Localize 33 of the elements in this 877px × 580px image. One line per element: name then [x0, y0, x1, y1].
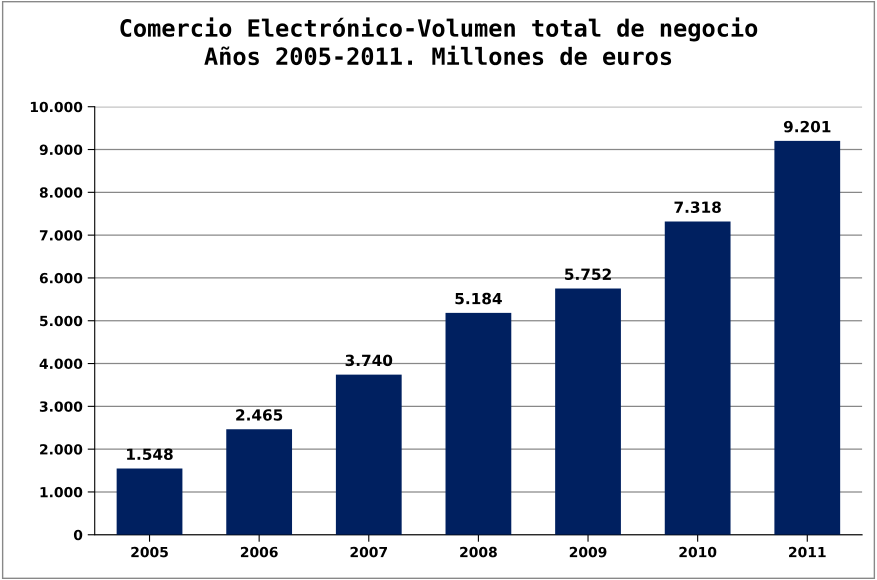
x-tick-label: 2007 — [350, 546, 387, 558]
data-label: 7.318 — [674, 201, 721, 214]
y-tick-label: 5.000 — [40, 316, 82, 326]
bar — [336, 374, 402, 535]
y-tick-label: 10.000 — [30, 102, 82, 112]
data-label: 3.740 — [346, 354, 392, 366]
data-label: 5.752 — [565, 268, 611, 280]
y-tick-label: 8.000 — [40, 187, 82, 198]
x-tick-label: 2010 — [679, 546, 716, 558]
y-tick-label: 9.000 — [40, 144, 82, 155]
bar — [664, 222, 731, 535]
y-tick-label: 3.000 — [40, 401, 82, 412]
data-label: 5.184 — [455, 292, 502, 304]
bar — [226, 429, 292, 535]
bar — [555, 288, 621, 535]
x-tick-label: 2008 — [460, 546, 497, 558]
y-tick-label: 7.000 — [40, 230, 82, 241]
x-tick-label: 2005 — [131, 546, 168, 558]
y-tick-label: 4.000 — [40, 358, 82, 370]
data-label: 1.548 — [127, 448, 173, 460]
y-tick-label: 0 — [74, 530, 82, 540]
y-tick-label: 2.000 — [40, 444, 82, 455]
data-label: 2.465 — [236, 409, 282, 421]
y-tick-label: 1.000 — [40, 486, 82, 498]
data-label: 9.201 — [784, 120, 830, 132]
x-tick-label: 2006 — [240, 546, 278, 558]
bar — [774, 140, 840, 535]
chart-title: Comercio Electrónico-Volumen total de negocio Años 2005-2011. Millones de euros — [120, 17, 758, 66]
y-tick-label: 6.000 — [40, 272, 82, 284]
x-tick-label: 2011 — [789, 546, 826, 558]
x-tick-label: 2009 — [570, 546, 606, 558]
bar — [446, 312, 512, 535]
bar — [116, 468, 182, 535]
